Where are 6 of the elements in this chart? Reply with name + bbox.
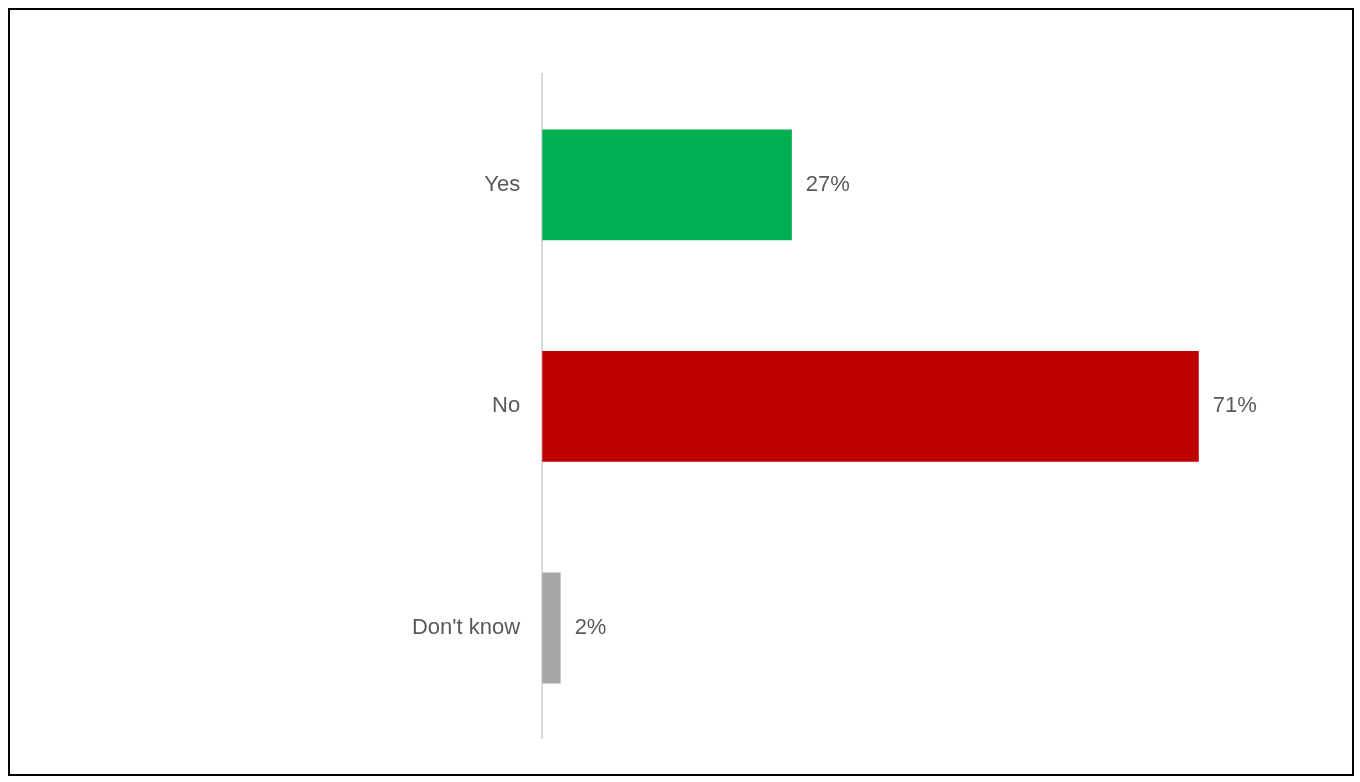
y-tick-label: Yes	[484, 170, 521, 196]
data-label: 27%	[805, 170, 850, 196]
y-tick-label: No	[492, 392, 521, 418]
data-label: 71%	[1212, 392, 1257, 418]
data-label: 2%	[574, 614, 607, 640]
y-tick-label: Don't know	[411, 614, 521, 640]
